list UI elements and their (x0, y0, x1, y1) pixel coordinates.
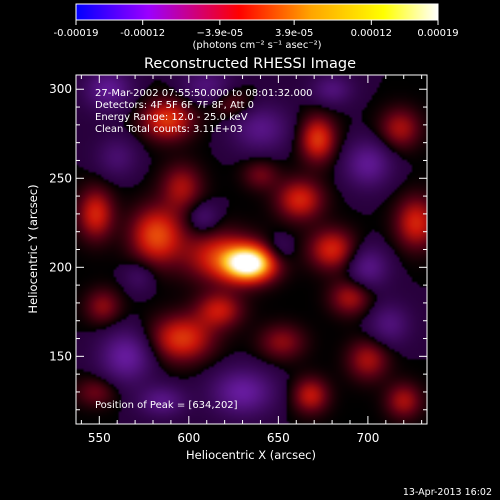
colorbar-tick-label: 0.00019 (417, 28, 458, 39)
heatmap-image (76, 75, 427, 424)
x-tick-label: 600 (177, 431, 200, 445)
colorbar-tick-label: -0.00019 (54, 28, 99, 39)
annotation-detectors: Detectors: 4F 5F 6F 7F 8F, Att 0 (95, 100, 254, 111)
chart-title: Reconstructed RHESSI Image (144, 56, 356, 72)
y-tick-label: 150 (49, 349, 72, 363)
peak-position-label: Position of Peak = [634,202] (95, 400, 238, 411)
y-tick-label: 200 (49, 260, 72, 274)
annotation-time-range: 27-Mar-2002 07:55:50.000 to 08:01:32.000 (95, 88, 313, 99)
y-tick-label: 250 (49, 171, 72, 185)
x-tick-label: 700 (356, 431, 379, 445)
annotation-block: 27-Mar-2002 07:55:50.000 to 08:01:32.000… (95, 88, 313, 135)
colorbar-tick-label: -0.00012 (120, 28, 165, 39)
x-axis: 550 600 650 700 (80, 75, 423, 445)
x-tick-label: 550 (88, 431, 111, 445)
colorbar-gradient (75, 3, 439, 21)
x-axis-label: Heliocentric X (arcsec) (186, 448, 316, 462)
x-tick-label: 650 (267, 431, 290, 445)
y-axis: 150 200 250 300 (49, 82, 427, 411)
annotation-clean-counts: Clean Total counts: 3.11E+03 (95, 124, 243, 135)
footer-date: 13-Apr-2013 16:02 (403, 487, 492, 498)
colorbar-unit-label: (photons cm⁻² s⁻¹ asec⁻²) (192, 40, 321, 51)
y-tick-label: 300 (49, 82, 72, 96)
colorbar-tick-label: 0.00012 (351, 28, 392, 39)
colorbar: -0.00019 -0.00012 −3.9e-05 3.9e-05 0.00012 0.… (54, 3, 459, 51)
colorbar-tick-label: 3.9e-05 (275, 28, 313, 39)
colorbar-tick-label: −3.9e-05 (196, 28, 243, 39)
colorbar-ticks: -0.00019 -0.00012 −3.9e-05 3.9e-05 0.00012 0.… (54, 20, 459, 39)
annotation-energy-range: Energy Range: 12.0 - 25.0 keV (95, 112, 248, 123)
y-axis-label: Heliocentric Y (arcsec) (26, 184, 40, 313)
